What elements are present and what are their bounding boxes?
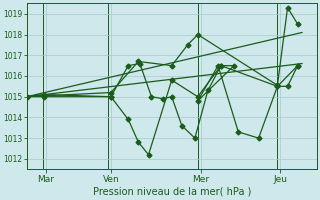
X-axis label: Pression niveau de la mer( hPa ): Pression niveau de la mer( hPa ) [92,187,251,197]
